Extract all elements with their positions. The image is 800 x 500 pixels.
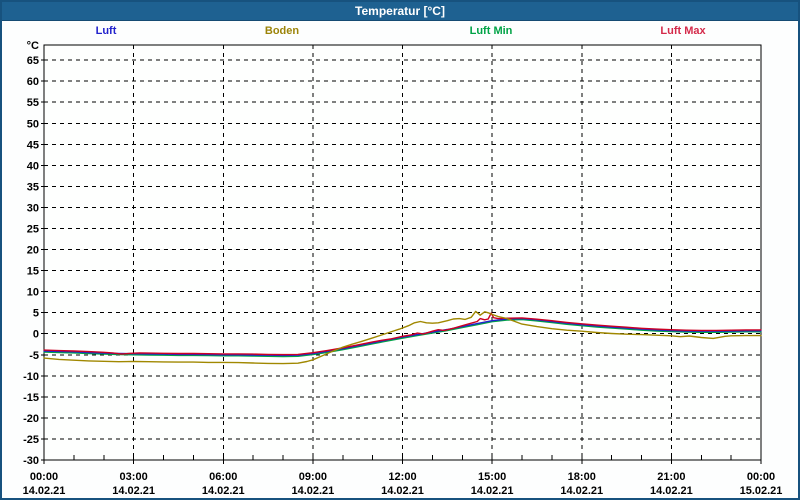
svg-text:5: 5	[33, 308, 39, 320]
legend-item-luft-min: Luft Min	[469, 25, 513, 37]
data-series-lines	[43, 310, 762, 365]
svg-text:14.02.21: 14.02.21	[291, 485, 334, 497]
svg-text:14.02.21: 14.02.21	[112, 485, 155, 497]
svg-text:60: 60	[27, 76, 39, 88]
svg-text:00:00: 00:00	[747, 471, 775, 483]
svg-text:14.02.21: 14.02.21	[23, 485, 66, 497]
svg-text:10: 10	[27, 287, 39, 299]
svg-text:03:00: 03:00	[120, 471, 148, 483]
svg-text:09:00: 09:00	[299, 471, 327, 483]
axis-ticks	[41, 59, 762, 464]
svg-text:45: 45	[27, 139, 39, 151]
svg-text:14.02.21: 14.02.21	[202, 485, 245, 497]
svg-text:50: 50	[27, 118, 39, 130]
legend-item-boden: Boden	[264, 25, 300, 37]
svg-text:-30: -30	[23, 455, 39, 467]
svg-text:-15: -15	[23, 392, 39, 404]
svg-text:35: 35	[27, 181, 39, 193]
svg-text:30: 30	[27, 202, 39, 214]
svg-text:14.02.21: 14.02.21	[471, 485, 514, 497]
series-boden	[43, 310, 762, 365]
svg-text:-10: -10	[23, 371, 39, 383]
series-luft-min	[43, 318, 762, 358]
svg-text:20: 20	[27, 245, 39, 257]
series-luft-max	[43, 312, 762, 356]
svg-text:-25: -25	[23, 434, 39, 446]
chart-legend: Luft Boden Luft Min Luft Max	[2, 20, 798, 40]
legend-item-luft-max: Luft Max	[660, 25, 706, 37]
svg-text:°C: °C	[27, 40, 39, 52]
y-axis-labels: 65605550454035302520151050-5-10-15-20-25…	[23, 40, 39, 467]
x-gridlines	[133, 45, 672, 460]
window-title: Temperatur [°C]	[355, 4, 445, 18]
svg-text:00:00: 00:00	[30, 471, 58, 483]
svg-text:12:00: 12:00	[388, 471, 416, 483]
svg-text:65: 65	[27, 55, 39, 67]
svg-text:18:00: 18:00	[568, 471, 596, 483]
svg-text:15.02.21: 15.02.21	[740, 485, 783, 497]
svg-text:14.02.21: 14.02.21	[560, 485, 603, 497]
svg-text:55: 55	[27, 97, 39, 109]
svg-text:40: 40	[27, 160, 39, 172]
window-titlebar: Temperatur [°C]	[2, 2, 798, 21]
svg-text:-5: -5	[29, 350, 39, 362]
svg-text:14.02.21: 14.02.21	[650, 485, 693, 497]
series-luft	[43, 317, 762, 357]
svg-text:21:00: 21:00	[657, 471, 685, 483]
svg-text:15:00: 15:00	[478, 471, 506, 483]
x-axis-labels: 00:00 14.02.21 03:00 14.02.21 06:00 14.02.21 0…	[23, 471, 783, 497]
svg-text:14.02.21: 14.02.21	[381, 485, 424, 497]
legend-item-luft: Luft	[95, 25, 117, 37]
svg-text:0: 0	[33, 329, 39, 341]
svg-text:25: 25	[27, 224, 39, 236]
svg-text:06:00: 06:00	[209, 471, 237, 483]
svg-text:15: 15	[27, 266, 39, 278]
svg-text:-20: -20	[23, 413, 39, 425]
